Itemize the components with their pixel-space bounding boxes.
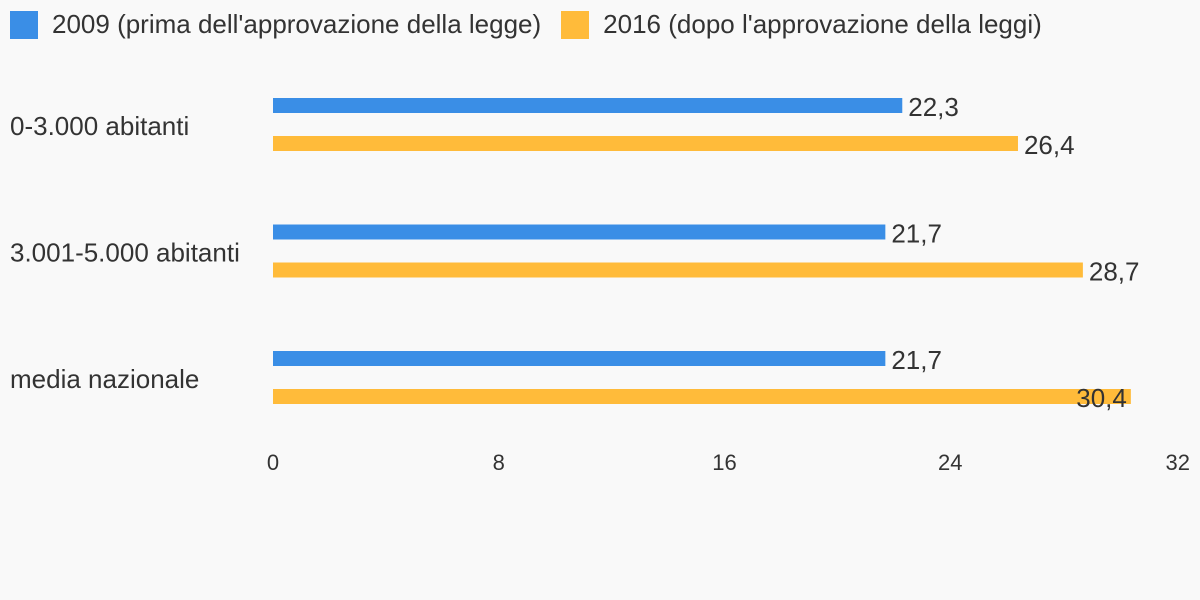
bar [273,262,1083,278]
x-tick-label: 16 [712,450,736,475]
bar [273,136,1018,151]
legend-label-2016: 2016 (dopo l'approvazione della leggi) [603,9,1042,39]
category-label: media nazionale [10,364,199,394]
data-label: 21,7 [891,219,942,249]
legend-swatch-2009 [10,10,38,39]
x-tick-label: 32 [1166,450,1190,475]
bar [273,224,886,240]
bar [273,351,886,366]
data-label: 26,4 [1024,130,1075,160]
x-tick-label: 8 [493,450,505,475]
legend-item-2009: 2009 (prima dell'approvazione della legg… [10,9,541,40]
legend-item-2016: 2016 (dopo l'approvazione della leggi) [561,9,1042,40]
legend: 2009 (prima dell'approvazione della legg… [10,9,1062,40]
x-tick-label: 0 [267,450,279,475]
bar [273,98,903,113]
category-label: 0-3.000 abitanti [10,111,189,141]
category-label: 3.001-5.000 abitanti [10,238,240,268]
data-label: 22,3 [908,92,959,122]
data-label: 28,7 [1089,257,1140,287]
legend-swatch-2016 [561,10,590,39]
x-tick-label: 24 [938,450,962,475]
data-label: 30,4 [1076,383,1127,413]
data-label: 21,7 [891,345,942,375]
bar [273,389,1131,404]
legend-label-2009: 2009 (prima dell'approvazione della legg… [52,9,542,39]
